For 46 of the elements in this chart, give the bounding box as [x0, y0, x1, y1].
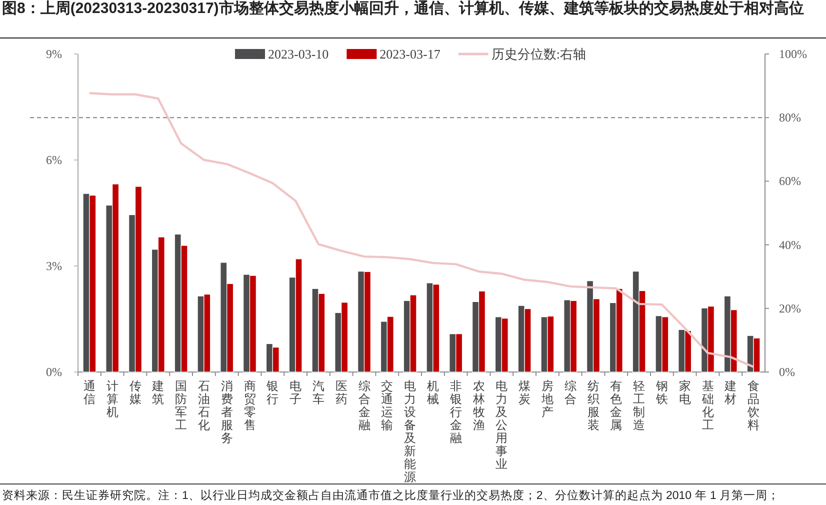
x-tick-label: 家电: [678, 379, 691, 406]
y-tick-label: 3%: [46, 259, 62, 273]
x-tick-label: 消费者服务: [220, 379, 233, 445]
x-tick-label: 医药: [335, 379, 348, 406]
x-tick-label: 农林牧渔: [472, 379, 485, 432]
y2-tick-label: 80%: [779, 110, 801, 125]
legend-label: 2023-03-10: [268, 46, 329, 62]
x-tick-label: 电子: [290, 379, 302, 406]
x-tick-label: 机械: [426, 379, 439, 406]
x-tick-label: 电力设备及新能源: [404, 379, 416, 484]
y2-tick-label: 20%: [779, 301, 801, 316]
y-tick-label: 9%: [46, 47, 62, 61]
x-tick-label: 汽车: [312, 379, 324, 406]
legend-label: 2023-03-17: [380, 46, 441, 62]
x-tick-label: 国防军工: [175, 379, 188, 432]
text: 资料来源：民生证券研究院。注：1、以行业日均成交金额占自由流通市值之比度量行业的交易热度；2、分位数计算的起点为 2010 年 1 月第一周；: [2, 488, 780, 502]
y2-tick-label: 100%: [779, 47, 807, 61]
x-tick-label: 有色金属: [610, 379, 622, 432]
x-tick-label: 建筑: [151, 379, 164, 406]
x-tick-label: 房地产: [540, 379, 554, 419]
x-tick-label: 石油石化: [198, 379, 210, 432]
y-tick-label: 0%: [46, 365, 62, 379]
y2-tick-label: 60%: [779, 174, 801, 188]
y2-tick-label: 0%: [779, 365, 795, 379]
x-tick-label: 建材: [724, 379, 737, 406]
x-tick-label: 非银行金融: [448, 379, 462, 445]
x-tick-label: 纺织服装: [587, 379, 600, 432]
x-tick-label: 银行: [266, 379, 279, 406]
y-tick-label: 6%: [46, 153, 62, 167]
chart-title: 图8：上周(20230313-20230317)市场整体交易热度小幅回升，通信、计算机、传媒、建筑等板块的交易热度处于相对高位: [1, 0, 805, 17]
x-tick-label: 食品饮料: [746, 379, 760, 432]
x-tick-label: 钢铁: [654, 379, 668, 406]
x-tick-label: 综合: [564, 379, 576, 406]
y2-tick-label: 40%: [779, 238, 801, 252]
x-tick-label: 计算机: [106, 379, 118, 419]
x-tick-label: 煤炭: [518, 379, 531, 406]
x-tick-label: 交通运输: [381, 379, 394, 432]
x-tick-label: 电力及公用事业: [496, 379, 508, 471]
x-tick-label: 商贸零售: [244, 379, 256, 432]
legend-label: 历史分位数:右轴: [491, 46, 586, 62]
x-tick-label: 通信: [83, 379, 96, 406]
x-tick-label: 综合金融: [358, 379, 370, 432]
x-tick-label: 轻工制造: [633, 379, 646, 432]
line-series: [88, 92, 755, 368]
x-tick-label: 传媒: [129, 379, 142, 406]
x-tick-label: 基础化工: [700, 379, 714, 432]
